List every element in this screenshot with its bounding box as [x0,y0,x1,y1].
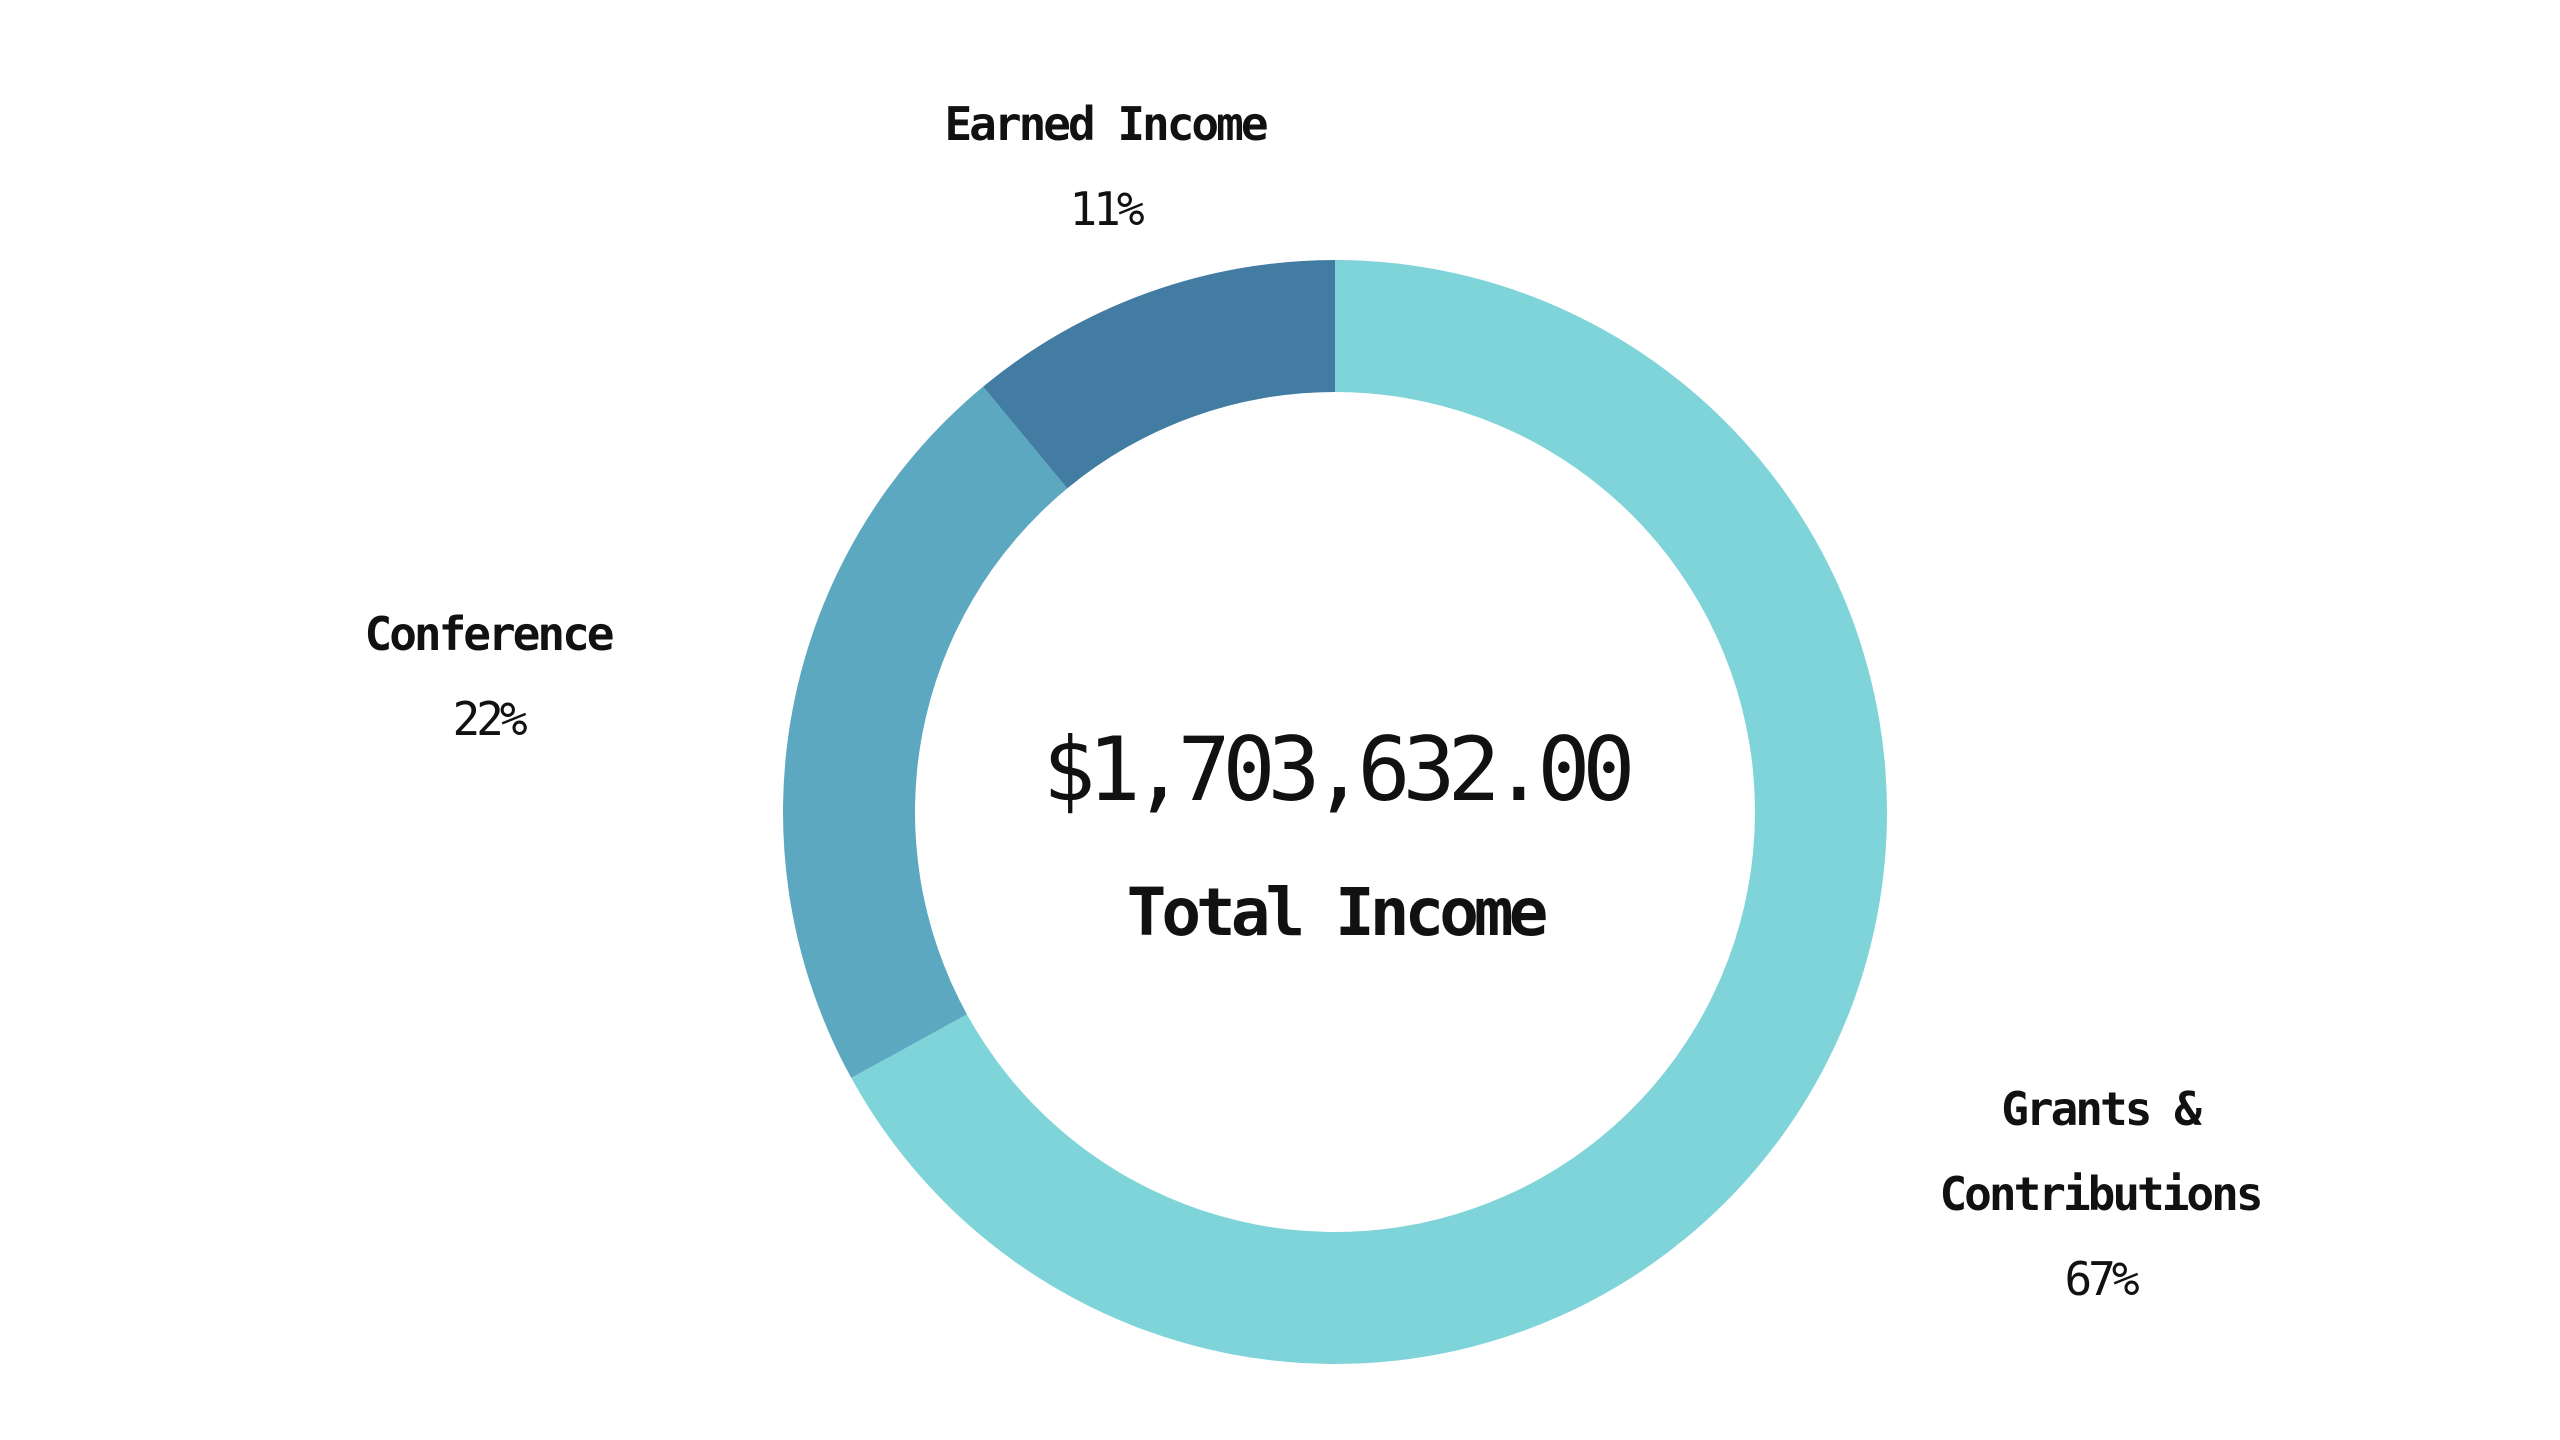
slice-labels: Grants & Contributions 67% Conference 22% Ear… [365,97,2264,1306]
slice-conference [783,386,1068,1078]
slice-percent-label: 22% [452,692,526,746]
slice-percent-label: 11% [1069,182,1143,236]
total-income-caption: Total Income [1127,874,1547,951]
slice-label-group: Conference 22% [365,607,616,746]
slice-category-label: Contributions [1939,1167,2260,1221]
slice-percent-label: 67% [2064,1252,2138,1306]
slice-category-label: Conference [365,607,613,661]
total-income-value: $1,703,632.00 [1043,718,1631,821]
slice-category-label: Grants & [2001,1082,2202,1136]
donut-slices [783,260,1888,1364]
slice-label-group: Grants & Contributions 67% [1939,1082,2263,1306]
slice-earned-income [983,260,1335,489]
slice-category-label: Earned Income [944,97,1266,151]
slice-label-group: Earned Income 11% [944,97,1269,236]
